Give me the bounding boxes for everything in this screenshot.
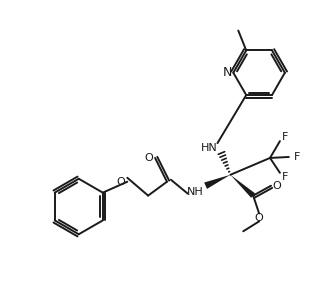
Polygon shape [230, 175, 255, 198]
Text: O: O [255, 213, 263, 223]
Text: F: F [282, 132, 288, 142]
Text: O: O [116, 177, 125, 187]
Text: HN: HN [201, 143, 218, 153]
Polygon shape [204, 175, 230, 189]
Text: NH: NH [187, 187, 204, 197]
Text: O: O [272, 181, 281, 191]
Text: O: O [145, 153, 154, 163]
Text: F: F [294, 152, 300, 162]
Text: N: N [223, 66, 232, 79]
Text: F: F [282, 172, 288, 182]
